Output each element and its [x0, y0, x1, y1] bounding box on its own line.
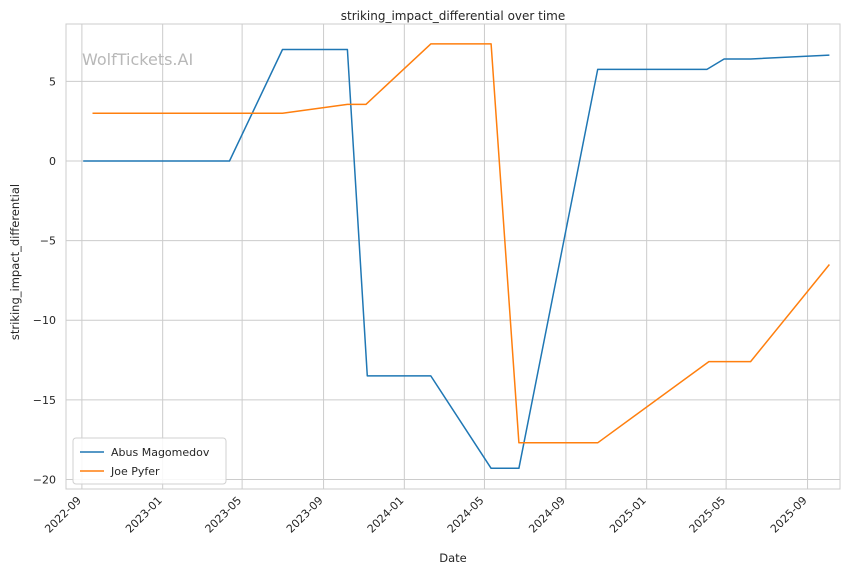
y-tick-label: −5: [40, 235, 56, 248]
legend: Abus Magomedov Joe Pyfer: [72, 437, 227, 485]
y-axis-title: striking_impact_differential: [8, 184, 22, 340]
series-line-joe-pyfer: [92, 43, 830, 444]
watermark: WolfTickets.AI: [82, 50, 193, 69]
x-axis-title: Date: [439, 551, 467, 565]
legend-label-abus-magomedov: Abus Magomedov: [111, 446, 210, 459]
series-line-abus-magomedov: [83, 48, 830, 470]
legend-label-joe-pyfer: Joe Pyfer: [110, 465, 160, 478]
y-tick-label: 0: [49, 155, 56, 168]
y-axis-ticks: 5 0 −5 −10 −15 −20: [33, 75, 56, 486]
y-tick-label: −20: [33, 473, 56, 486]
plot-frame: [65, 23, 841, 490]
y-tick-label: −10: [33, 314, 56, 327]
series-layer: [83, 43, 830, 470]
legend-box: [72, 437, 227, 485]
y-tick-label: −15: [33, 394, 56, 407]
chart-title: striking_impact_differential over time: [341, 9, 566, 23]
y-tick-label: 5: [49, 75, 56, 88]
